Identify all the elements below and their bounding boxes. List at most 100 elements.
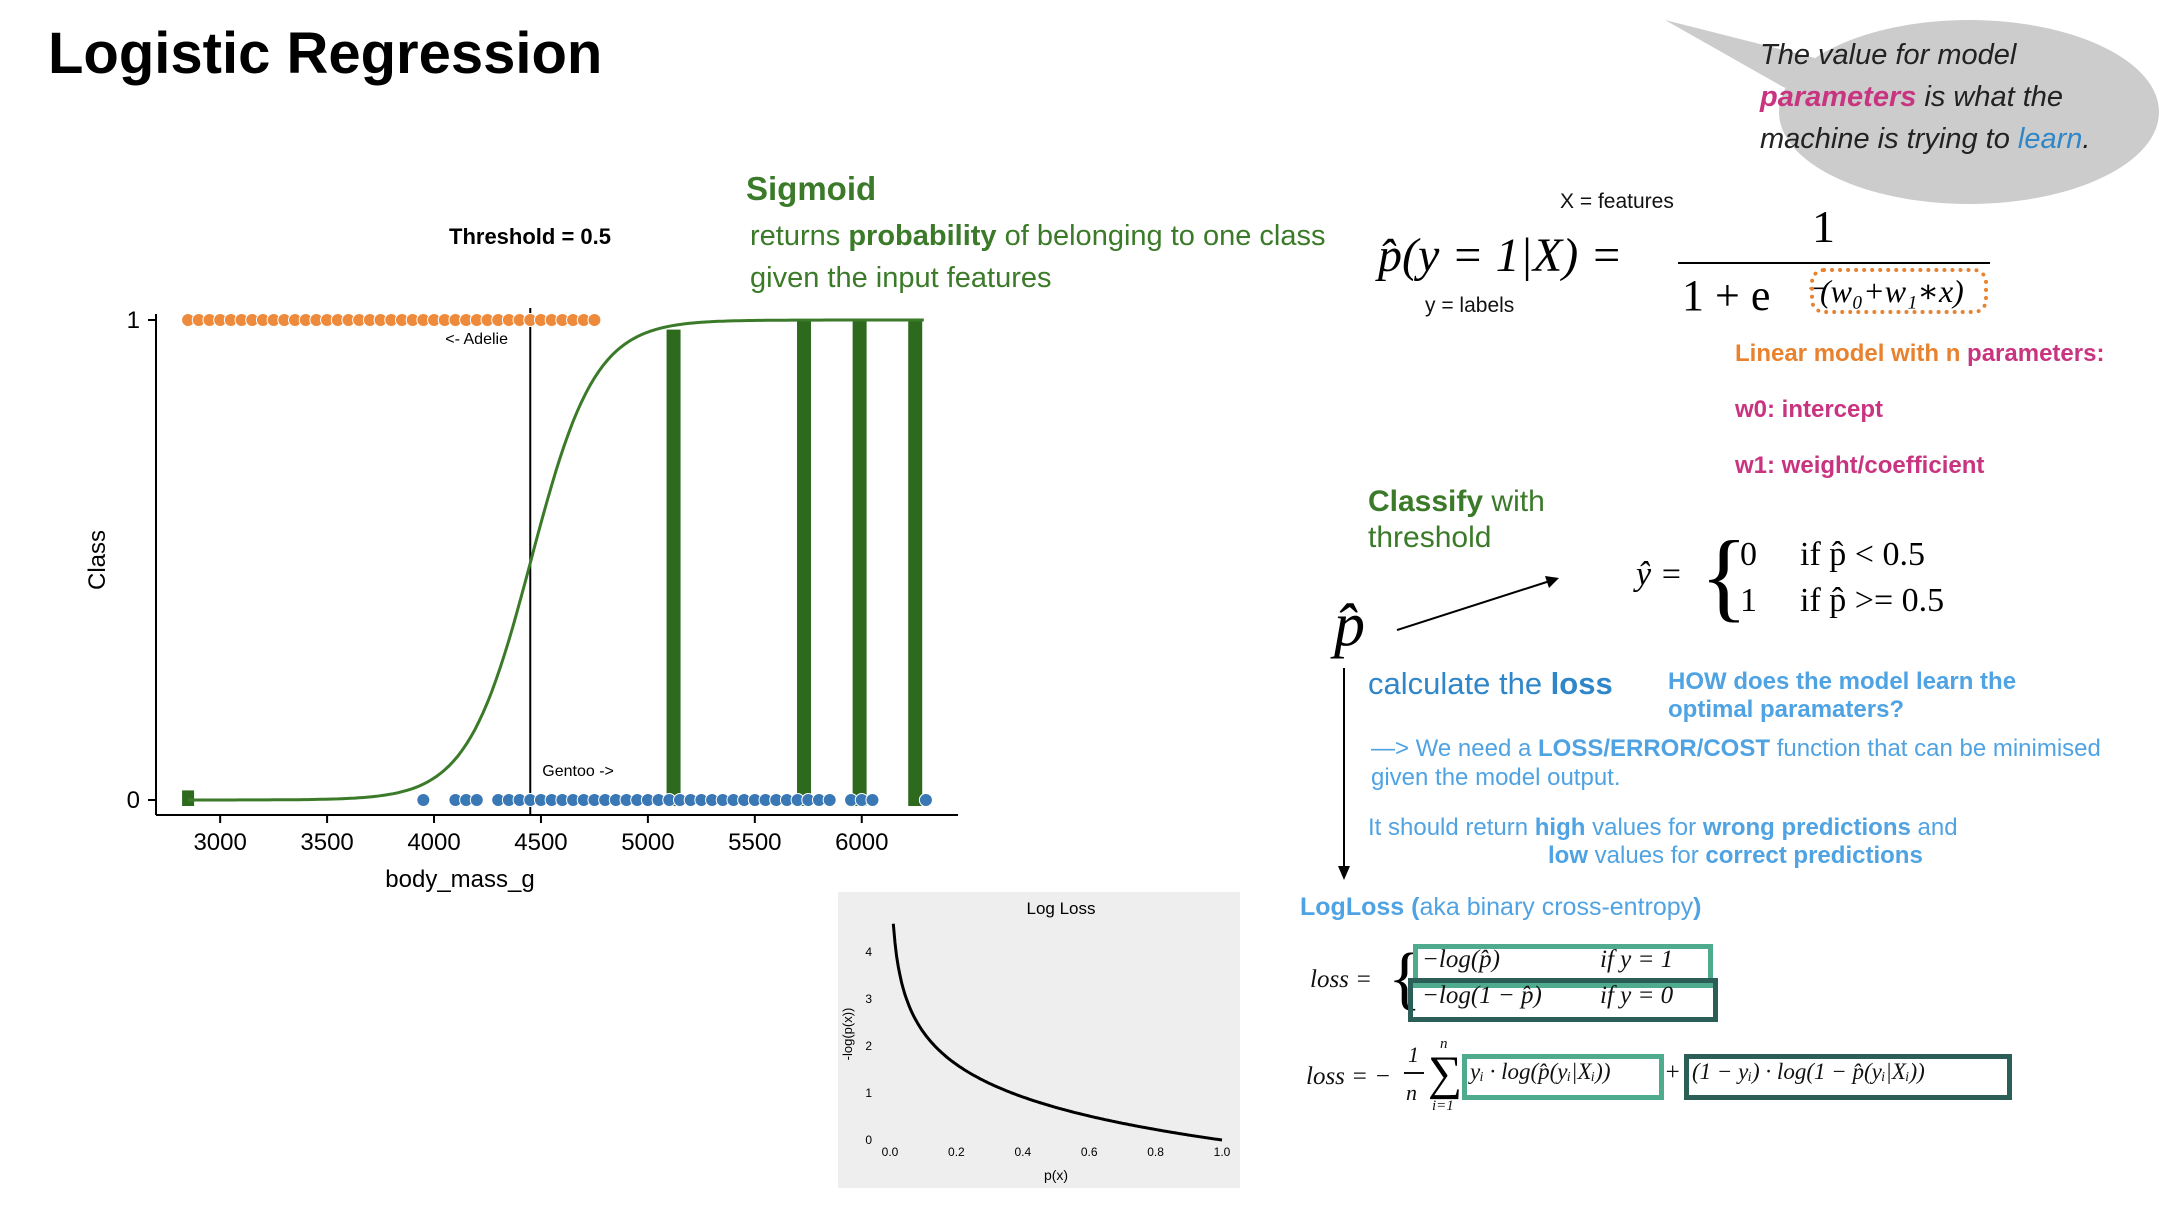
formula-fraction-bar (1678, 262, 1990, 264)
classify-word: Classify (1368, 485, 1484, 518)
speech-bubble (1665, 20, 2159, 204)
threshold-label: Threshold = 0.5 (449, 224, 611, 249)
ret2b: values for (1588, 842, 1706, 869)
loss2-frac-bar (1404, 1072, 1424, 1074)
ret1-high: high (1534, 814, 1586, 841)
loss2-frac-den: n (1406, 1080, 1417, 1105)
yhat-case1-cond: if p̂ >= 0.5 (1800, 582, 1945, 619)
sigmoid-chart: Threshold = 0.5 3000 3500 4000 4500 5000 5500… (84, 224, 958, 893)
logloss-chart-panel: Log Loss 0.0 0.2 0.4 0.6 0.8 1.0 0 1 2 3 4 p(x) -l… (838, 892, 1240, 1188)
yhat-brace: { (1700, 520, 1748, 631)
loss2-term2-box (1684, 1054, 2012, 1100)
yhat-case1-val: 1 (1740, 582, 1757, 619)
gentoo-point (918, 793, 933, 807)
adelie-annotation: <- Adelie (445, 331, 508, 348)
logloss-curve (891, 923, 1223, 1142)
x-tick-label: 3000 (193, 829, 246, 856)
sigmoid-desc-a: returns (750, 220, 849, 252)
need-d: given the model output. (1371, 764, 1621, 791)
ret1c: values for (1585, 814, 1703, 841)
sum-sigma: ∑ (1428, 1047, 1463, 1100)
x-tick-label: 5500 (728, 829, 781, 856)
gentoo-point (469, 793, 484, 807)
ret1-wrong: wrong predictions (1702, 814, 1911, 841)
linear-model-parameters: parameters: (1967, 340, 2105, 367)
bubble-parameters: parameters (1760, 81, 1917, 113)
loss-heading: calculate the loss (1368, 666, 1613, 702)
logloss-chart: Log Loss 0.0 0.2 0.4 0.6 0.8 1.0 0 1 2 3 4 p(x) -l… (840, 899, 1231, 1183)
x-axis-label: body_mass_g (385, 866, 534, 893)
sigmoid-curve (188, 318, 924, 802)
logloss-x-tick-label: 0.0 (882, 1145, 899, 1159)
loss2-lhs: loss = − (1306, 1063, 1392, 1090)
gentoo-point (416, 793, 431, 807)
need-loss-error-cost: LOSS/ERROR/COST (1538, 735, 1771, 762)
x-tick-label: 4500 (514, 829, 567, 856)
logloss-x-tick-label: 0.8 (1147, 1145, 1164, 1159)
sigmoid-desc-2: given the input features (750, 262, 1052, 294)
sum-top: n (1440, 1036, 1448, 1052)
logloss-c: ) (1693, 893, 1702, 921)
sigmoid-title: Sigmoid (746, 170, 877, 207)
bar (797, 320, 812, 806)
adelie-point (587, 313, 602, 327)
need-a: —> We need a (1371, 735, 1538, 762)
page-title: Logistic Regression (48, 21, 603, 86)
logloss-y-tick-label: 1 (865, 1086, 872, 1100)
need-loss-text: —> We need a LOSS/ERROR/COST function th… (1371, 734, 2170, 792)
gentoo-annotation: Gentoo -> (542, 763, 614, 780)
loss2-frac-num: 1 (1408, 1042, 1419, 1067)
logloss-x-tick-label: 1.0 (1214, 1145, 1231, 1159)
logloss-chart-title: Log Loss (1027, 899, 1096, 918)
logloss-b: aka binary cross-entropy (1419, 893, 1694, 921)
loss-case1-expr: −log(p̂) (1422, 946, 1500, 973)
yhat-case0-cond: if p̂ < 0.5 (1800, 536, 1925, 573)
p-hat-symbol: p̂ (1334, 591, 1365, 659)
logloss-y-tick-label: 2 (865, 1039, 872, 1053)
bubble-learn: learn (2017, 123, 2083, 155)
w1-label: w1: weight/coefficient (1735, 452, 1985, 479)
how-question: HOW does the model learn the optimal par… (1668, 668, 2016, 724)
loss-case1-cond: if y = 1 (1600, 946, 1674, 973)
bubble-line2: is what the (1916, 81, 2064, 113)
gentoo-point (865, 793, 880, 807)
logloss-x-label: p(x) (1044, 1167, 1068, 1183)
formula-numerator: 1 (1812, 201, 1835, 252)
classify-threshold: threshold (1368, 521, 1492, 554)
logloss-x-tick-label: 0.6 (1081, 1145, 1098, 1159)
bubble-line3: machine is trying to (1760, 123, 2018, 155)
ret2-low: low (1548, 842, 1588, 869)
arrow-to-yhat (1396, 576, 1559, 631)
bubble-line1: The value for model (1760, 39, 2017, 71)
y-labels-label: y = labels (1425, 294, 1515, 317)
logloss-y-tick-label: 3 (865, 992, 872, 1006)
logloss-heading: LogLoss (aka binary cross-entropy) (1300, 893, 1702, 922)
loss-case2-cond: if y = 0 (1600, 982, 1674, 1009)
logloss-x-tick-label: 0.2 (948, 1145, 965, 1159)
sum-bottom: i=1 (1432, 1098, 1454, 1114)
loss2-term1-box (1462, 1054, 1664, 1100)
x-features-label: X = features (1560, 190, 1674, 213)
loss-case2-box (1408, 978, 1718, 1022)
down-arrow (1338, 668, 1350, 880)
loss-heading-loss: loss (1550, 666, 1613, 701)
bar (908, 320, 923, 806)
return-line1: It should return high values for wrong p… (1368, 814, 1958, 842)
gentoo-point (822, 793, 837, 807)
bar (666, 329, 681, 806)
loss-lhs: loss = (1310, 966, 1373, 993)
ret1a: It should return (1368, 814, 1535, 841)
logloss-y-tick-label: 4 (865, 945, 872, 959)
x-tick-label: 5000 (621, 829, 674, 856)
bar (852, 320, 867, 806)
yhat-lhs: ŷ = (1636, 556, 1683, 593)
x-tick-label: 6000 (835, 829, 888, 856)
ret1e: and (1910, 814, 1958, 841)
classify-with: with (1483, 485, 1545, 518)
w0-label: w0: intercept (1735, 396, 1884, 423)
how-line1: HOW does the model learn the (1668, 668, 2017, 695)
formula-lhs: p̂(y = 1|X) = (1378, 229, 1623, 282)
loss2-plus: + (1664, 1059, 1681, 1086)
loss2-term1: yᵢ · log(p̂(yᵢ|Xᵢ)) (1470, 1059, 1611, 1084)
bubble-period: . (2082, 123, 2091, 155)
